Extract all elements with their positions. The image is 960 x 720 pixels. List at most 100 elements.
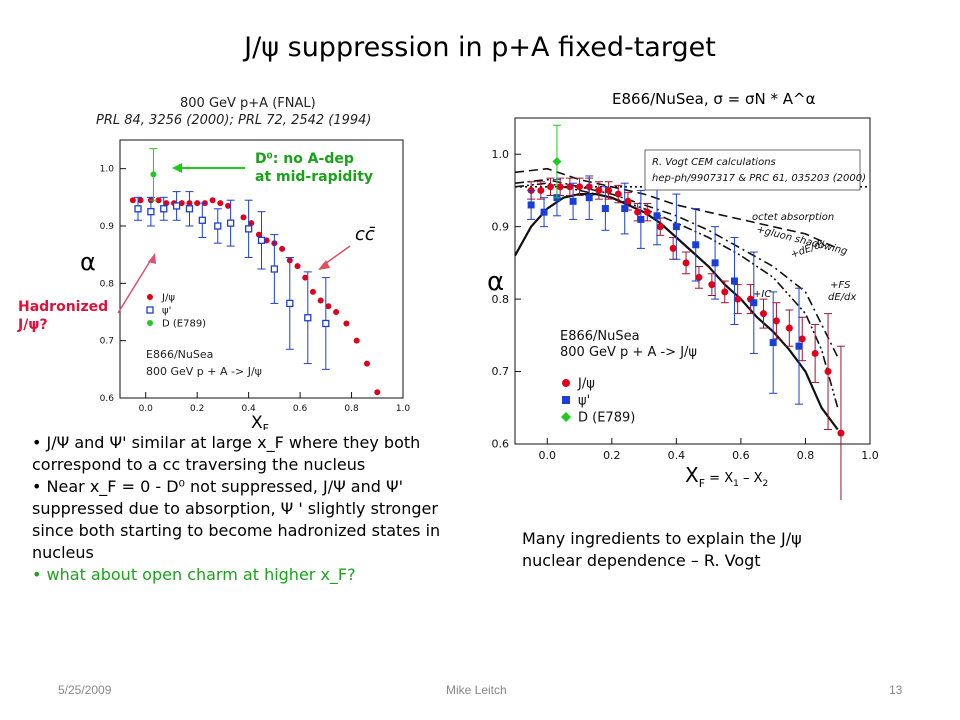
point-j [137, 197, 144, 204]
point- [214, 222, 222, 230]
point- [653, 212, 661, 220]
point-j [785, 324, 793, 332]
point-j [363, 360, 370, 367]
point-j [798, 335, 806, 343]
point-j [225, 202, 232, 209]
point-j [695, 273, 703, 281]
point-j [734, 295, 742, 303]
y-tick-label: 1.0 [492, 148, 510, 161]
bullet-3: • what about open charm at higher x_F? [32, 565, 356, 584]
right-caption: Many ingredients to explain the J/ψ nucl… [522, 529, 802, 570]
point- [585, 194, 593, 202]
left-chart: 0.0 0.2 0.4 0.6 0.8 1.00.60.70.80.91.0 α XF c… [80, 139, 411, 430]
y-tick-label: 0.7 [492, 365, 510, 378]
y-tick-label: 0.8 [492, 293, 510, 306]
point- [270, 265, 279, 273]
bullet-2: • Near x_F = 0 - D⁰ not suppressed, J/Ψ … [32, 477, 441, 562]
point- [322, 319, 330, 328]
point-j [353, 337, 360, 344]
point-j [317, 297, 324, 304]
legend-marker [146, 306, 154, 314]
point-j [279, 245, 286, 252]
legend-label: D (E789) [162, 318, 206, 329]
y-tick-label: 0.8 [100, 279, 115, 289]
point-j [248, 220, 255, 227]
point- [750, 299, 758, 307]
x-tick-label: 0.0 [139, 404, 154, 414]
point- [134, 205, 142, 213]
x-tick-label: 0.6 [293, 404, 308, 414]
point-j [374, 389, 381, 396]
bullet-3-text: what about open charm at higher x_F? [46, 565, 356, 584]
point-j [576, 183, 584, 191]
legend-label: J/ψ [577, 376, 595, 391]
legend-marker [562, 379, 570, 387]
legend-label: ψ' [578, 393, 590, 408]
point-j [302, 274, 309, 281]
right-legend-note-line1: E866/NuSea [560, 329, 640, 344]
x-tick-label: 0.8 [797, 449, 815, 462]
y-tick-label: 0.6 [492, 438, 510, 451]
right-chart-frame [514, 117, 871, 445]
y-tick-label: 0.7 [100, 337, 114, 347]
right-chart: E866/NuSea, σ = σN * A^α 0.0 0.2 0.4 0.6 0.8… [487, 90, 879, 500]
footer-date: 5/25/2009 [58, 683, 112, 697]
left-ccbar-arrowhead [318, 260, 330, 270]
left-legend-note-line1: E866/NuSea [146, 348, 213, 361]
legend-marker [147, 320, 153, 326]
bullet-2-text: Near x_F = 0 - D⁰ not suppressed, J/Ψ an… [32, 477, 441, 562]
x-tick-label: 0.6 [732, 449, 750, 462]
left-hadronized-arrow [117, 257, 153, 314]
point- [730, 277, 738, 285]
left-d0-arrowhead [172, 163, 182, 173]
point-j [721, 288, 729, 296]
point- [601, 205, 609, 213]
point-j [760, 310, 767, 318]
right-legend: J/ψ ψ' D (E789) [561, 376, 635, 425]
bullet-1-text: J/Ψ and Ψ' similar at large x_F where th… [32, 433, 421, 474]
point-j [837, 429, 845, 437]
point-j [547, 183, 554, 191]
point-j [811, 349, 819, 357]
x-tick-label: 1.0 [396, 404, 411, 414]
point- [226, 219, 235, 227]
point- [711, 259, 719, 267]
point-j [656, 223, 664, 231]
footer-page: 13 [889, 683, 903, 697]
point-j [255, 231, 262, 238]
footer-author: Mike Leitch [446, 683, 507, 697]
right-chart-curves [514, 167, 870, 431]
point-j [772, 317, 780, 325]
point- [286, 299, 294, 308]
point-d-e789 [552, 156, 562, 166]
point-j [537, 186, 545, 194]
legend-marker [561, 412, 571, 422]
left-source-line1: 800 GeV p+A (FNAL) [180, 96, 316, 111]
left-hadronized-arrowhead [148, 253, 156, 264]
right-legend-note-line2: 800 GeV p + A -> J/ψ [560, 345, 697, 360]
point- [527, 201, 535, 209]
point-j [294, 263, 301, 270]
curve-label-fs-dedx: dE/dx [828, 292, 856, 303]
point- [198, 216, 206, 224]
legend-label: ψ' [162, 305, 171, 316]
point-d-e789 [150, 171, 157, 178]
left-ccbar-label: cc̄ [355, 224, 375, 245]
point- [185, 205, 194, 213]
point-j [708, 281, 716, 289]
y-tick-label: 0.6 [100, 394, 115, 404]
y-tick-label: 0.9 [100, 222, 115, 232]
legend-marker [147, 294, 153, 300]
curve-label-octet: octet absorption [752, 212, 834, 223]
left-legend: J/ψ ψ' D (E789) [146, 292, 206, 329]
point-j [325, 303, 332, 310]
right-chart-ticks: 0.0 0.2 0.4 0.6 0.8 1.0 0.6 0.7 0.8 0.9 1.0 [492, 148, 879, 462]
point- [540, 208, 548, 216]
point-j [669, 244, 677, 252]
point-j [217, 200, 224, 207]
point-j [194, 200, 201, 207]
x-tick-label: 0.0 [539, 449, 557, 462]
right-x-axis-label: XF = X1 – X2 [685, 463, 768, 490]
point-j [682, 259, 690, 267]
hadronized-annotation-line2: J/ψ? [18, 317, 48, 333]
